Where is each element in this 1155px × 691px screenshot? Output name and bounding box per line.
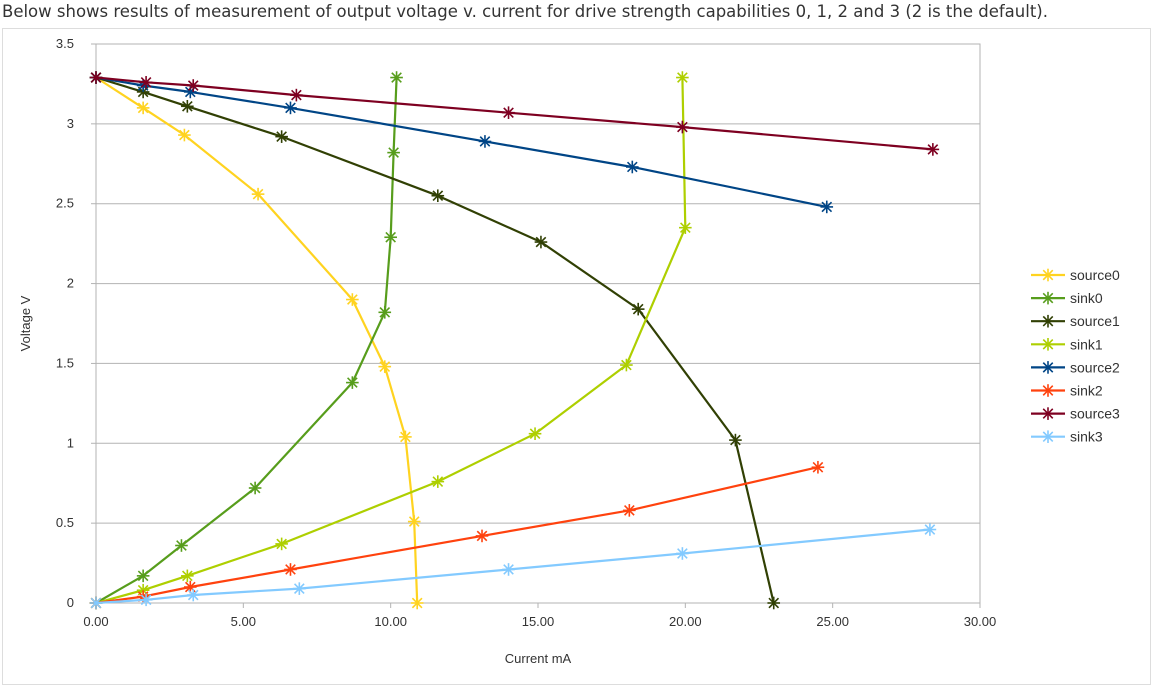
legend-label-source3: source3 — [1070, 406, 1120, 422]
data-point-sink2 — [183, 580, 197, 594]
y-tick-label: 2.5 — [56, 196, 74, 211]
series-line-source0 — [95, 76, 419, 604]
y-tick-label: 1.5 — [56, 355, 74, 370]
data-point-source0 — [407, 515, 421, 528]
data-point-sink3 — [502, 563, 515, 576]
page-caption: Below shows results of measurement of ou… — [2, 2, 1048, 21]
data-point-sink1 — [275, 537, 288, 551]
data-point-source3 — [89, 71, 103, 84]
legend-marker-source1 — [1041, 314, 1055, 328]
y-tick-label: 0.5 — [56, 515, 74, 530]
data-point-sink2 — [811, 460, 825, 474]
data-point-source3 — [290, 88, 303, 102]
data-point-sink3 — [923, 523, 937, 536]
data-point-sink0 — [387, 146, 400, 159]
data-point-sink3 — [676, 547, 689, 560]
data-point-sink1 — [181, 569, 194, 583]
data-point-source1 — [431, 189, 445, 203]
legend-marker-source2 — [1041, 361, 1055, 374]
data-point-source3 — [502, 106, 515, 119]
legend-label-source2: source2 — [1070, 359, 1120, 375]
data-point-sink0 — [346, 376, 359, 389]
data-point-sink0 — [136, 569, 150, 583]
legend-label-sink1: sink1 — [1070, 336, 1103, 352]
y-tick-label: 1 — [67, 435, 74, 450]
data-point-source1 — [631, 302, 645, 316]
legend-marker-sink0 — [1041, 291, 1055, 305]
y-tick-label: 2 — [67, 276, 74, 291]
data-point-source2 — [625, 160, 639, 174]
y-tick-label: 0 — [67, 595, 74, 610]
x-axis-title: Current mA — [505, 651, 572, 666]
data-point-source3 — [676, 120, 689, 134]
data-point-sink3 — [186, 588, 200, 602]
data-point-source1 — [729, 433, 742, 447]
legend-marker-sink2 — [1041, 384, 1055, 397]
data-point-sink0 — [384, 230, 397, 244]
data-point-source3 — [139, 76, 153, 89]
data-point-sink2 — [284, 563, 297, 576]
legend-marker-source3 — [1041, 407, 1055, 420]
data-point-source1 — [275, 130, 288, 143]
data-point-sink2 — [475, 529, 489, 543]
data-point-sink3 — [139, 593, 153, 607]
data-point-source1 — [534, 235, 548, 249]
data-point-source1 — [181, 99, 194, 113]
data-point-sink3 — [89, 596, 103, 610]
data-point-source0 — [399, 430, 412, 444]
data-point-source0 — [378, 360, 392, 373]
data-point-source3 — [186, 79, 200, 92]
data-point-sink1 — [528, 427, 542, 441]
series-line-sink3 — [95, 528, 931, 605]
data-point-source0 — [251, 187, 265, 201]
series-line-sink0 — [95, 77, 398, 604]
data-point-sink0 — [390, 71, 403, 84]
x-tick-label: 30.00 — [964, 614, 997, 629]
y-axis-title: Voltage V — [18, 295, 33, 351]
plot-area — [95, 43, 981, 604]
data-point-sink1 — [679, 221, 692, 234]
legend-marker-source0 — [1041, 268, 1055, 282]
x-tick-label: 20.00 — [669, 614, 702, 629]
series-line-source2 — [95, 76, 828, 208]
data-point-source3 — [926, 143, 940, 156]
chart-frame: 0 0.5 1 1.5 2 2.5 3 3.5 0.00 5.00 10.00 15.00 20.00 2… — [2, 28, 1151, 685]
data-point-source0 — [136, 101, 150, 115]
legend-label-sink2: sink2 — [1070, 383, 1103, 399]
data-point-source2 — [820, 200, 834, 214]
x-tick-label: 25.00 — [816, 614, 849, 629]
data-point-sink3 — [293, 582, 306, 595]
y-tick-label: 3.5 — [56, 36, 74, 51]
legend-label-source0: source0 — [1070, 267, 1120, 283]
x-tick-label: 0.00 — [83, 614, 108, 629]
series-line-source1 — [95, 76, 775, 604]
legend-label-sink0: sink0 — [1070, 290, 1103, 306]
data-point-sink1 — [431, 475, 445, 488]
data-point-source1 — [767, 596, 781, 610]
legend-label-sink3: sink3 — [1070, 429, 1103, 445]
series-line-sink2 — [95, 466, 819, 605]
y-tick-label: 3 — [67, 116, 74, 131]
legend-marker-sink3 — [1041, 430, 1055, 444]
data-point-source2 — [478, 135, 492, 148]
data-point-sink0 — [248, 481, 262, 495]
legend-label-source1: source1 — [1070, 313, 1120, 329]
data-point-source0 — [410, 596, 424, 610]
data-point-sink0 — [378, 306, 392, 319]
data-point-sink2 — [623, 504, 636, 517]
data-point-source0 — [178, 128, 191, 142]
x-tick-label: 15.00 — [522, 614, 555, 629]
x-tick-label: 10.00 — [374, 614, 407, 629]
data-point-source2 — [284, 101, 297, 115]
voltage-current-chart: 0 0.5 1 1.5 2 2.5 3 3.5 0.00 5.00 10.00 15.00 20.00 2… — [18, 36, 1120, 666]
data-point-sink1 — [676, 71, 689, 84]
data-point-sink1 — [620, 358, 633, 372]
x-tick-label: 5.00 — [231, 614, 256, 629]
data-point-source0 — [346, 293, 359, 306]
legend-marker-sink1 — [1041, 337, 1055, 351]
data-point-sink0 — [175, 539, 188, 552]
